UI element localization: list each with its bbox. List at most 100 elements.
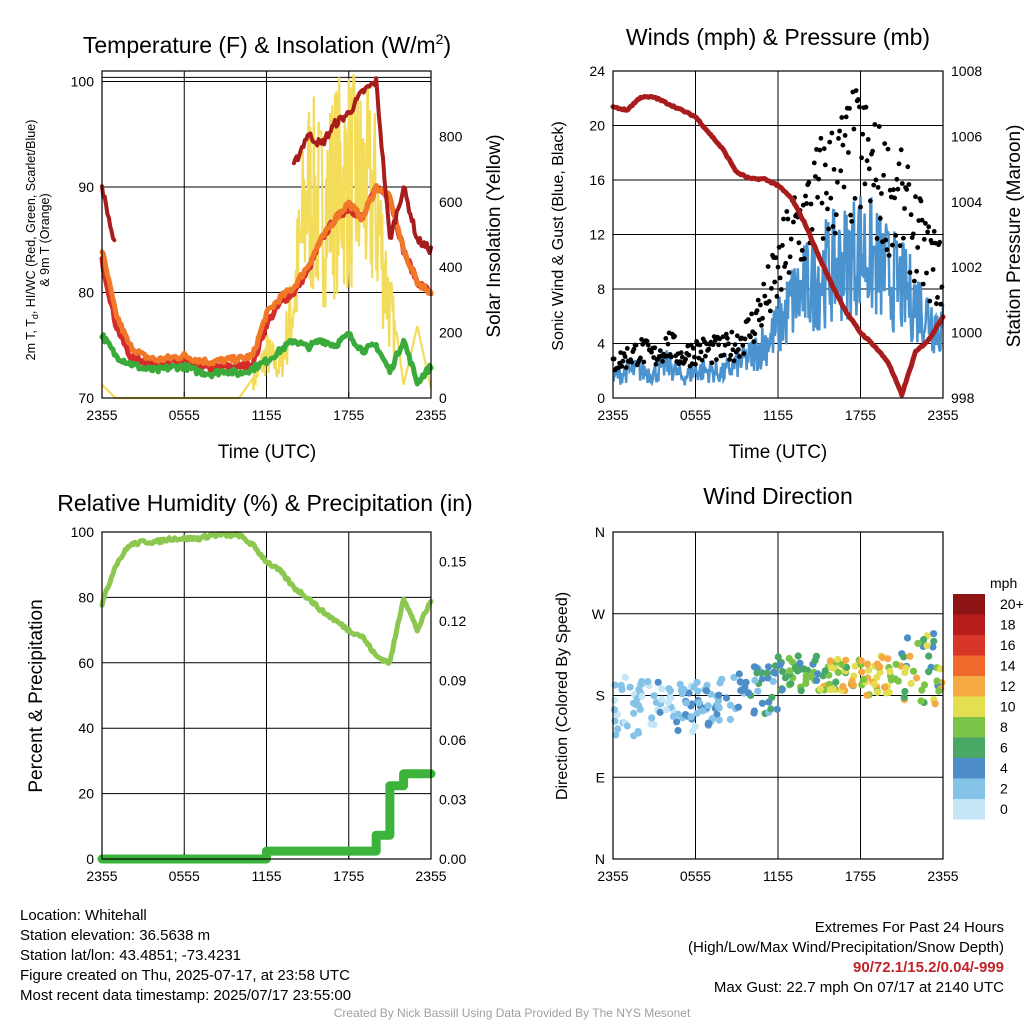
temp-x-tick-label: 2355 — [86, 407, 117, 423]
direction-x-tick-label: 2355 — [597, 868, 628, 884]
gust-point — [876, 124, 882, 129]
gust-point — [824, 190, 829, 196]
speed-legend-label: 20+ — [1000, 596, 1024, 612]
direction-point — [621, 673, 629, 682]
gust-point — [825, 206, 830, 212]
direction-point — [785, 654, 793, 663]
gust-point — [827, 139, 833, 145]
gust-point — [620, 358, 626, 364]
gust-point — [631, 346, 637, 352]
winds-x-tick-label: 0555 — [680, 407, 711, 423]
temp-y-tick-label: 90 — [78, 179, 94, 195]
gust-point — [831, 167, 837, 172]
gust-point — [703, 353, 708, 359]
max-gust: Max Gust: 22.7 mph On 07/17 at 2140 UTC — [713, 979, 1004, 996]
direction-point — [630, 699, 638, 707]
insolation-y-tick-label: 0 — [439, 390, 447, 406]
direction-point — [630, 709, 638, 717]
gust-point — [874, 236, 880, 241]
gust-point — [910, 231, 916, 237]
temperature-y-axis-label: 2m T, Td, HI/WC (Red, Green, Scarlet/Blu… — [24, 120, 52, 361]
direction-point — [873, 660, 882, 668]
direction-point — [834, 668, 842, 677]
direction-x-tick-label: 1755 — [845, 868, 876, 884]
speed-legend-label: 6 — [1000, 740, 1008, 756]
direction-point — [821, 667, 829, 675]
gust-point — [624, 346, 630, 351]
gust-point — [885, 146, 891, 152]
direction-point — [695, 699, 703, 707]
speed-legend: mph 20+ 18 16 14 12 10 8 6 4 2 0 — [953, 575, 1024, 820]
winds-border — [612, 70, 944, 399]
gust-point — [853, 88, 859, 93]
direction-point — [920, 636, 928, 644]
temp-y-tick-label: 100 — [71, 74, 95, 90]
humidity-y-tick-label: 0 — [86, 851, 94, 867]
gust-point — [891, 187, 896, 193]
direction-point — [703, 681, 711, 690]
direction-point — [758, 699, 767, 707]
gust-point — [848, 212, 853, 218]
gust-point — [875, 185, 881, 190]
direction-point — [878, 653, 887, 662]
direction-point — [811, 656, 819, 665]
direction-point — [930, 630, 938, 638]
pressure-y-tick-label: 998 — [951, 390, 975, 406]
winds-y-tick-label: 12 — [589, 227, 605, 243]
direction-point — [648, 714, 656, 722]
speed-legend-label: 18 — [1000, 617, 1016, 633]
gust-point — [731, 358, 737, 364]
direction-point — [933, 677, 941, 685]
precip-y-tick-label: 0.03 — [439, 792, 466, 808]
winds-x-tick-label: 2355 — [597, 407, 628, 423]
gust-point — [883, 237, 889, 243]
winds-x-tick-label: 1755 — [845, 407, 876, 423]
direction-point — [771, 669, 779, 677]
direction-point — [858, 668, 866, 676]
direction-point — [647, 720, 655, 728]
direction-point — [685, 689, 693, 697]
direction-point — [750, 663, 759, 671]
winds-y-tick-label: 8 — [597, 281, 605, 297]
gust-point — [857, 104, 862, 110]
pressure-y-tick-label: 1008 — [951, 63, 982, 79]
direction-point — [906, 652, 914, 660]
winds-panel: Winds (mph) & Pressure (mb) Time (UTC) S… — [550, 24, 1024, 463]
gust-point — [919, 217, 925, 223]
gust-point — [840, 142, 846, 148]
gust-point — [912, 278, 917, 284]
gust-point — [822, 162, 828, 168]
gust-point — [832, 230, 838, 236]
credit-line: Created By Nick Bassill Using Data Provi… — [333, 1006, 691, 1020]
gust-point — [759, 323, 764, 328]
gust-point — [871, 182, 877, 188]
gust-point — [754, 308, 760, 313]
temperature-panel: Temperature (F) & Insolation (W/m2) Time… — [24, 31, 505, 463]
insolation-y-tick-label: 800 — [439, 128, 463, 144]
direction-point — [886, 667, 894, 676]
gust-point — [726, 341, 731, 347]
direction-point — [636, 705, 644, 714]
gust-point — [852, 196, 858, 201]
speed-legend-swatch — [953, 778, 985, 799]
direction-x-tick-label: 2355 — [927, 868, 958, 884]
gust-point — [720, 334, 726, 340]
extremes-values: 90/72.1/15.2/0.04/-999 — [853, 959, 1004, 976]
direction-point — [857, 657, 865, 665]
direction-point — [929, 643, 937, 651]
direction-point — [873, 673, 881, 681]
direction-point — [715, 691, 723, 699]
temp-border — [101, 70, 432, 399]
gust-point — [742, 336, 748, 342]
direction-point — [754, 687, 762, 695]
direction-point — [802, 671, 810, 680]
gust-point — [858, 204, 863, 210]
direction-point — [865, 666, 873, 674]
direction-point — [658, 695, 666, 704]
gust-point — [882, 141, 888, 147]
speed-legend-swatch — [953, 799, 985, 820]
direction-point — [925, 668, 933, 676]
direction-point — [900, 653, 908, 661]
gust-point — [725, 335, 730, 341]
